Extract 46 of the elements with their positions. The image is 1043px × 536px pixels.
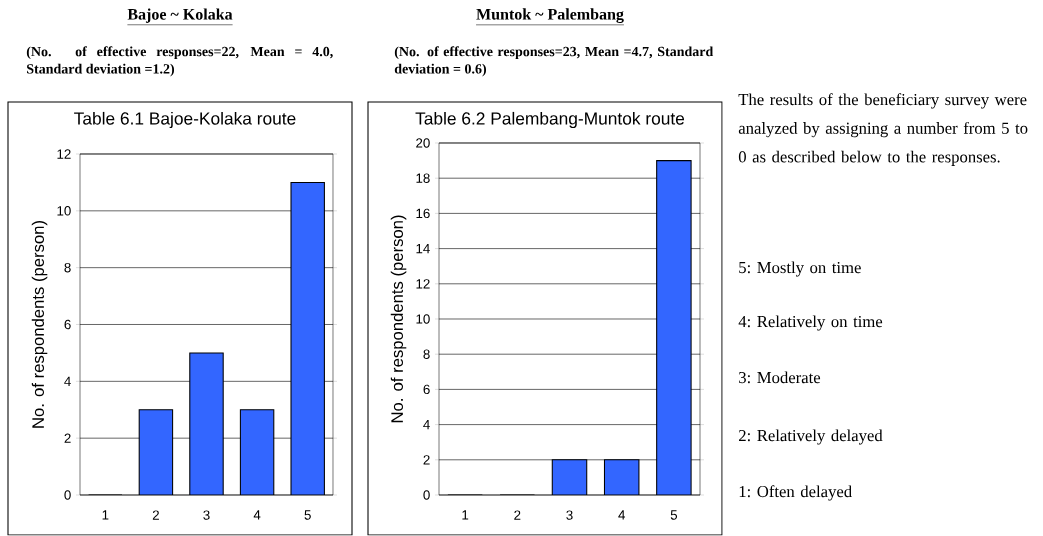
- x-tick-label: 1: [462, 510, 469, 520]
- y-tick-label: 0: [423, 490, 430, 500]
- x-tick-label: 5: [670, 510, 678, 520]
- text: 1: Often delayed: [739, 485, 852, 501]
- x-tick-label: 3: [203, 510, 210, 521]
- y-tick-label: 10: [416, 314, 430, 324]
- text: 3: Moderate: [739, 371, 821, 384]
- x-tick-label: 4: [253, 510, 261, 520]
- chart-title: Muntok ~ Palembang: [476, 8, 624, 24]
- caption: Table 6.1 Bajoe-Kolaka route: [74, 112, 296, 129]
- y-tick-label: 0: [64, 490, 71, 500]
- chart-subtitle: (No. of effective responses=23, Mean =4.7, Standard deviation = 0.6): [394, 46, 714, 77]
- bar: [139, 409, 173, 496]
- x-tick-label: 3: [566, 510, 573, 521]
- text: 4: Relatively on time: [738, 315, 883, 331]
- y-tick-label: 8: [423, 349, 430, 360]
- y-tick-label: 20: [416, 138, 430, 148]
- bar: [240, 409, 274, 496]
- x-tick-label: 2: [514, 510, 521, 520]
- bar: [189, 353, 224, 496]
- text: 2: Relatively delayed: [739, 429, 883, 445]
- y-tick-label: 8: [64, 263, 71, 273]
- y-axis-title: No. of respondents (person): [390, 215, 407, 423]
- y-tick-label: 12: [416, 279, 430, 289]
- y-tick-label: 4: [423, 420, 430, 430]
- y-tick-label: 6: [64, 320, 71, 330]
- x-tick-label: 4: [618, 510, 626, 520]
- y-tick-label: 2: [64, 433, 71, 444]
- y-tick-label: 14: [416, 244, 430, 254]
- y-tick-label: 2: [423, 455, 430, 465]
- y-tick-label: 12: [57, 149, 71, 159]
- text: The results of the beneficiary survey were analyzed by assigning a number from 5 to 0 as described below to the responses.: [738, 93, 1028, 167]
- caption: Table 6.2 Palembang-Muntok route: [415, 112, 685, 129]
- x-tick-label: 5: [304, 510, 311, 520]
- y-tick-label: 10: [57, 206, 71, 216]
- x-tick-label: 2: [152, 510, 159, 520]
- y-tick-label: 6: [423, 384, 430, 395]
- bar: [290, 182, 325, 496]
- y-tick-label: 16: [416, 208, 430, 219]
- y-tick-label: 4: [64, 376, 71, 387]
- text: 5: Mostly on time: [739, 261, 861, 277]
- chart-subtitle: (No. of effective responses=22, Mean = 4.0, Standard deviation =1.2): [26, 46, 333, 77]
- chart-title: Bajoe ~ Kolaka: [127, 8, 233, 24]
- y-axis-title: No. of respondents (person): [31, 221, 48, 428]
- y-tick-label: 18: [416, 173, 430, 184]
- x-tick-label: 1: [102, 510, 109, 520]
